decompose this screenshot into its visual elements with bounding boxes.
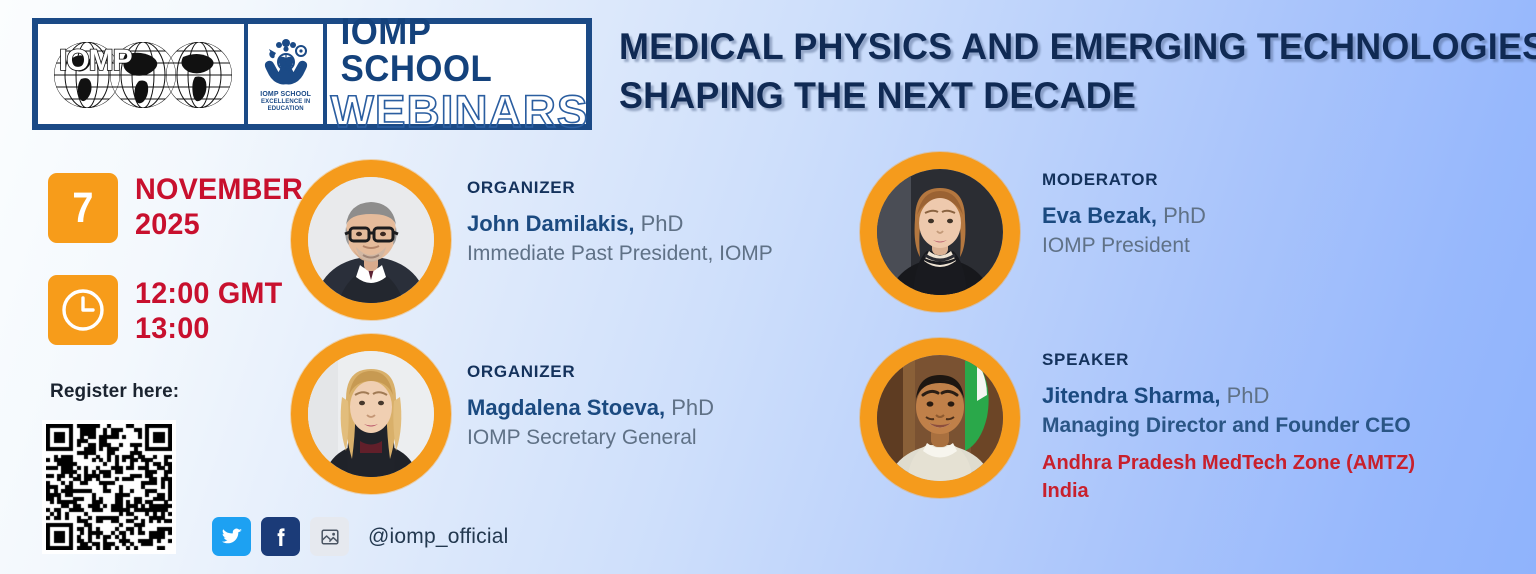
portrait-illustration [308,177,434,303]
facebook-f-icon [277,527,285,546]
page-title: MEDICAL PHYSICS AND EMERGING TECHNOLOGIE… [619,22,1536,120]
person-org-line-1: Andhra Pradesh MedTech Zone (AMTZ) [1042,452,1415,475]
person-org-line-2: India [1042,480,1089,503]
time-secondary: 13:00 [135,312,210,346]
iomp-school-badge: IOMP SCHOOL EXCELLENCE IN EDUCATION [248,24,327,124]
person-affiliation: IOMP Secretary General [467,426,697,450]
person-name-main: Eva Bezak, [1042,203,1157,229]
date-tile: 7 [48,173,118,243]
portrait-illustration [877,355,1003,481]
magdalena-stoeva-photo [308,351,434,477]
school-badge-line-1: IOMP SCHOOL [260,91,312,99]
wordmark-webinars: WEBINARS [330,85,589,137]
svg-text:IOMP: IOMP [59,44,132,77]
registration-qr-code[interactable] [42,420,176,554]
broken-image-icon [320,528,339,545]
twitter-link[interactable] [212,517,251,556]
person-degree: PhD [1156,203,1206,229]
time-primary: 12:00 GMT [135,277,283,310]
date-year: 2025 [135,208,200,242]
date-text: NOVEMBER 2025 [135,172,303,242]
avatar-ring [291,160,451,320]
register-label: Register here: [50,381,180,402]
date-day: 7 [72,183,94,232]
person-name-main: John Damilakis, [467,211,635,237]
person-card-damilakis: ORGANIZER John Damilakis, PhD Immediate … [291,160,773,320]
title-line-1: MEDICAL PHYSICS AND EMERGING TECHNOLOGIE… [619,26,1536,67]
person-affiliation: IOMP President [1042,234,1190,258]
time-tile [48,275,118,345]
webinars-wordmark: IOMP SCHOOL WEBINARS [327,13,589,136]
person-name-main: Magdalena Stoeva, [467,395,666,421]
person-text: MODERATOR Eva Bezak, PhD IOMP President [1042,152,1206,260]
person-text: ORGANIZER John Damilakis, PhD Immediate … [467,160,773,268]
person-title-line: Managing Director and Founder CEO [1042,414,1411,438]
role-label: ORGANIZER [467,362,576,381]
portrait-illustration [308,351,434,477]
clock-icon [62,289,104,331]
qr-canvas [46,424,172,550]
person-name: Eva Bezak, PhD [1042,201,1206,231]
iomp-logo-bar: IOMP [32,13,592,136]
person-affiliation: Immediate Past President, IOMP [467,242,773,266]
iomp-globes-icon: IOMP [54,42,233,108]
title-line-2: SHAPING THE NEXT DECADE [619,75,1136,117]
portrait-illustration [877,169,1003,295]
person-text: ORGANIZER Magdalena Stoeva, PhD IOMP Sec… [467,334,714,452]
person-degree: PhD [665,395,714,421]
person-degree: PhD [634,211,684,237]
person-name-main: Jitendra Sharma, [1042,383,1221,409]
avatar-ring [860,152,1020,312]
person-degree: PhD [1220,383,1270,409]
person-name: Magdalena Stoeva, PhD [467,393,714,423]
date-month: NOVEMBER [135,173,303,206]
role-label: ORGANIZER [467,178,576,197]
jitendra-sharma-photo [877,355,1003,481]
person-card-stoeva: ORGANIZER Magdalena Stoeva, PhD IOMP Sec… [291,334,714,494]
hands-globe-icon [264,39,307,85]
avatar-ring [860,338,1020,498]
avatar-ring [291,334,451,494]
eva-bezak-photo [877,169,1003,295]
twitter-bird-icon [221,528,242,543]
school-badge-line-2: EXCELLENCE IN EDUCATION [261,99,311,113]
role-label: SPEAKER [1042,350,1130,369]
facebook-link[interactable] [261,517,300,556]
john-damilakis-photo [308,177,434,303]
person-card-bezak: MODERATOR Eva Bezak, PhD IOMP President [860,152,1206,312]
instagram-link[interactable] [310,517,349,556]
person-card-sharma: SPEAKER Jitendra Sharma, PhD Managing Di… [860,338,1415,505]
iomp-globes-logo: IOMP [38,24,249,124]
social-handle: @iomp_official [368,524,509,548]
time-text: 12:00 GMT 13:00 [135,276,282,346]
social-links: @iomp_official [212,517,508,556]
person-text: SPEAKER Jitendra Sharma, PhD Managing Di… [1042,338,1415,505]
person-name: John Damilakis, PhD [467,209,773,239]
role-label: MODERATOR [1042,170,1159,189]
person-name: Jitendra Sharma, PhD [1042,381,1415,411]
wordmark-iomp-school: IOMP SCHOOL [340,10,493,89]
